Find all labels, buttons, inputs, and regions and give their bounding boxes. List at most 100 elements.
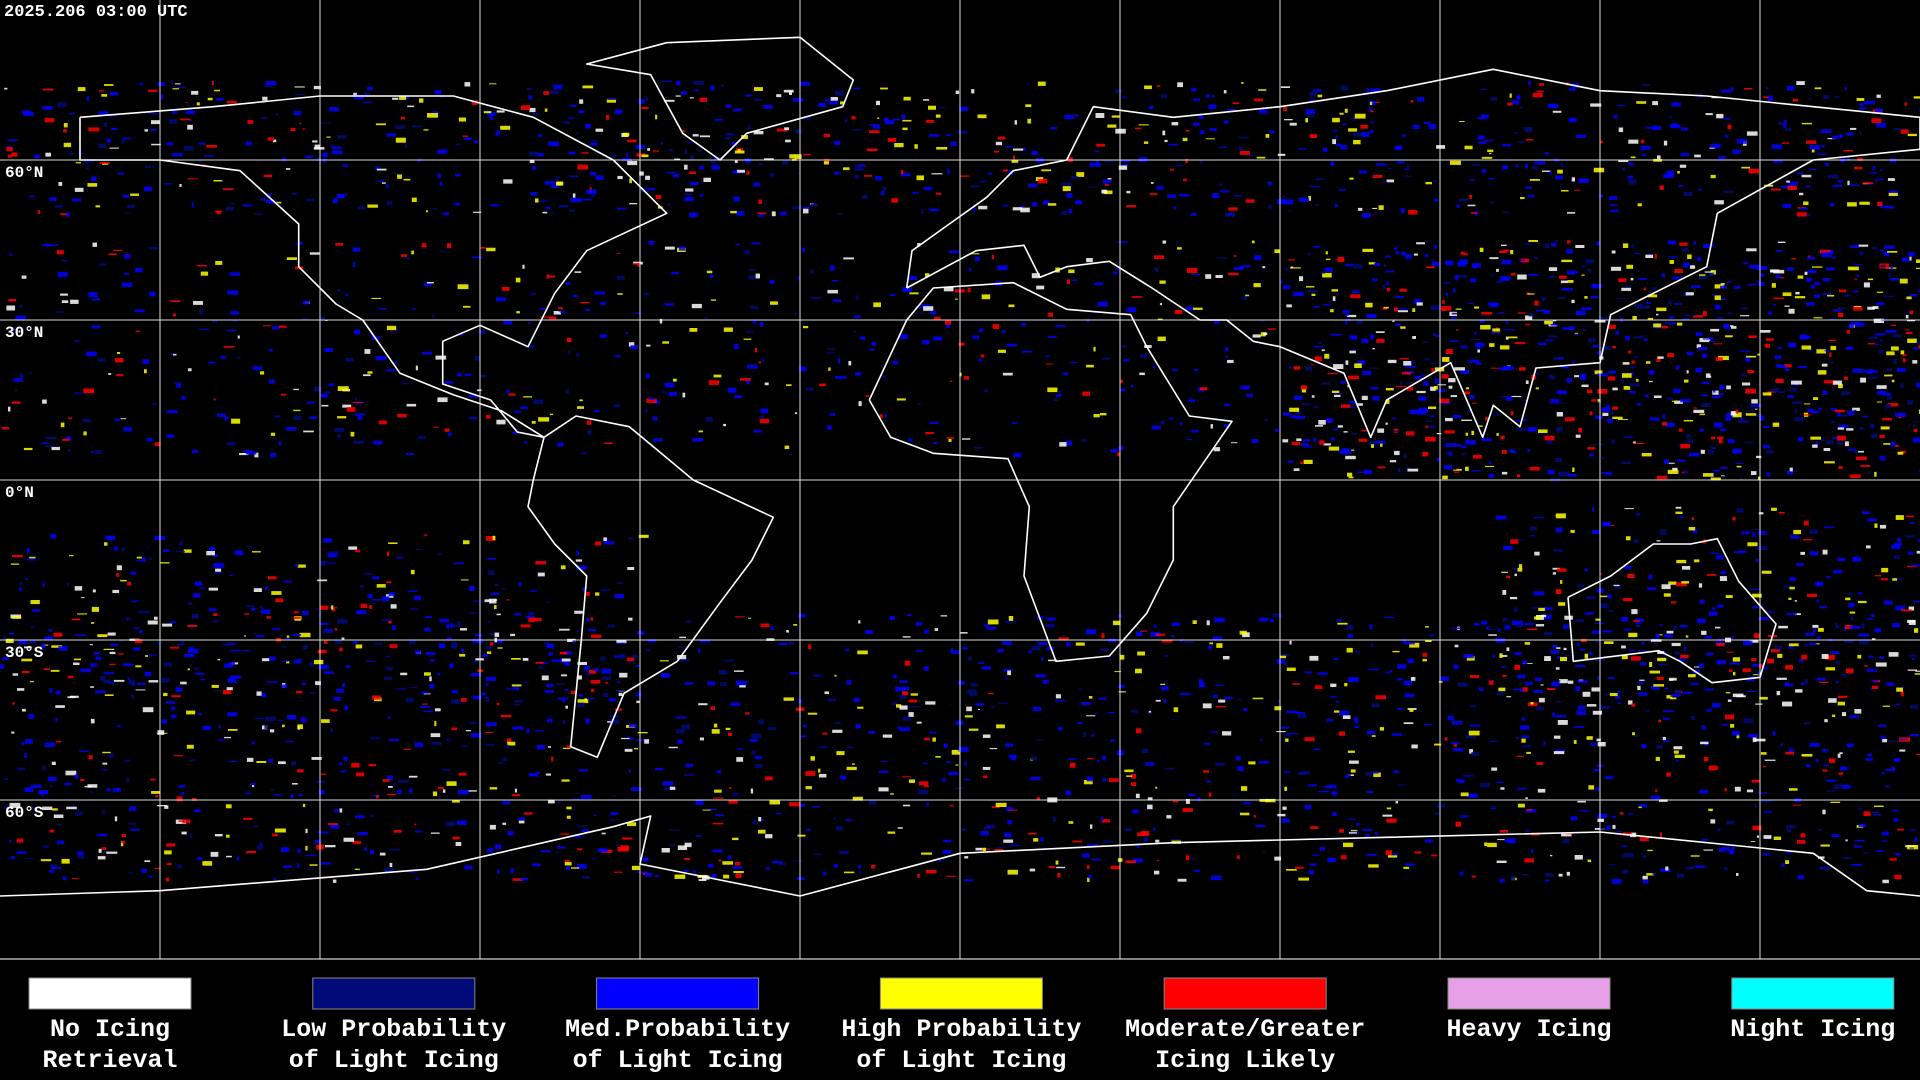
speckle	[213, 180, 223, 182]
speckle	[752, 819, 758, 825]
speckle	[410, 569, 415, 575]
speckle	[1520, 197, 1525, 200]
speckle	[442, 789, 446, 793]
speckle	[223, 663, 234, 668]
speckle	[1796, 562, 1804, 567]
speckle	[403, 748, 411, 750]
speckle	[1311, 296, 1314, 300]
speckle	[799, 366, 807, 372]
speckle	[1286, 304, 1292, 308]
speckle	[302, 128, 306, 130]
speckle	[1052, 816, 1057, 822]
speckle	[1416, 302, 1423, 306]
speckle	[592, 140, 598, 142]
speckle	[58, 182, 63, 186]
speckle	[1859, 251, 1864, 256]
speckle	[108, 253, 117, 255]
speckle	[1516, 95, 1521, 100]
speckle	[607, 98, 618, 100]
speckle	[420, 705, 430, 708]
speckle	[295, 690, 303, 694]
speckle	[569, 104, 577, 107]
speckle	[1725, 335, 1733, 338]
speckle	[1836, 661, 1840, 665]
speckle	[1190, 430, 1199, 433]
speckle	[363, 92, 371, 96]
speckle	[50, 669, 60, 672]
speckle	[262, 658, 270, 662]
speckle	[44, 742, 55, 747]
speckle	[187, 124, 193, 130]
speckle	[459, 653, 466, 657]
speckle	[1442, 475, 1448, 480]
speckle	[1872, 246, 1877, 250]
speckle	[1904, 102, 1907, 106]
speckle	[1470, 278, 1477, 283]
speckle	[1763, 425, 1769, 428]
speckle	[1444, 737, 1448, 741]
speckle	[1640, 148, 1644, 152]
speckle	[1332, 296, 1336, 301]
speckle	[972, 335, 980, 339]
speckle	[1860, 465, 1871, 467]
speckle	[1410, 361, 1414, 364]
speckle	[352, 247, 361, 252]
speckle	[1778, 512, 1785, 514]
speckle	[1457, 682, 1467, 687]
speckle	[978, 359, 982, 362]
speckle	[737, 748, 743, 750]
speckle	[169, 621, 176, 624]
speckle	[1637, 685, 1641, 691]
speckle	[1632, 316, 1637, 321]
speckle	[792, 206, 803, 210]
speckle	[973, 207, 976, 212]
speckle	[1259, 617, 1269, 622]
speckle	[1276, 731, 1286, 733]
speckle	[1867, 655, 1874, 658]
speckle	[246, 757, 254, 762]
speckle	[1758, 281, 1765, 287]
speckle	[1709, 271, 1714, 277]
speckle	[1306, 366, 1313, 371]
speckle	[617, 175, 623, 180]
speckle	[577, 661, 587, 665]
speckle	[730, 702, 741, 706]
speckle	[302, 682, 306, 686]
speckle	[1429, 425, 1436, 429]
speckle	[1547, 439, 1553, 445]
speckle	[1740, 307, 1748, 310]
speckle	[1766, 472, 1771, 477]
speckle	[1118, 446, 1124, 450]
speckle	[1828, 174, 1839, 179]
speckle	[1837, 753, 1841, 758]
speckle	[171, 153, 183, 157]
speckle	[1309, 863, 1317, 866]
speckle	[1845, 668, 1854, 674]
speckle	[1857, 600, 1867, 604]
speckle	[759, 415, 764, 419]
speckle	[1687, 439, 1694, 444]
speckle	[1011, 160, 1019, 163]
speckle	[293, 409, 301, 412]
speckle	[1434, 244, 1437, 249]
speckle	[1338, 731, 1345, 736]
speckle	[496, 613, 501, 616]
speckle	[1907, 551, 1913, 555]
speckle	[1518, 140, 1524, 144]
speckle	[748, 268, 756, 271]
speckle	[1721, 847, 1730, 852]
speckle	[1785, 369, 1789, 372]
speckle	[1293, 468, 1300, 471]
speckle	[320, 393, 328, 398]
speckle	[1253, 255, 1262, 261]
speckle	[1683, 262, 1690, 268]
speckle	[1602, 630, 1612, 633]
speckle	[1721, 89, 1732, 93]
speckle	[1594, 370, 1603, 375]
speckle	[1651, 125, 1662, 130]
speckle	[231, 418, 241, 424]
speckle	[1385, 850, 1392, 856]
speckle	[560, 565, 566, 570]
speckle	[1807, 256, 1816, 260]
speckle	[1693, 407, 1697, 409]
